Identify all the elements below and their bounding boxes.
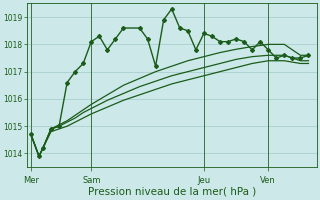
X-axis label: Pression niveau de la mer( hPa ): Pression niveau de la mer( hPa ) bbox=[88, 187, 256, 197]
